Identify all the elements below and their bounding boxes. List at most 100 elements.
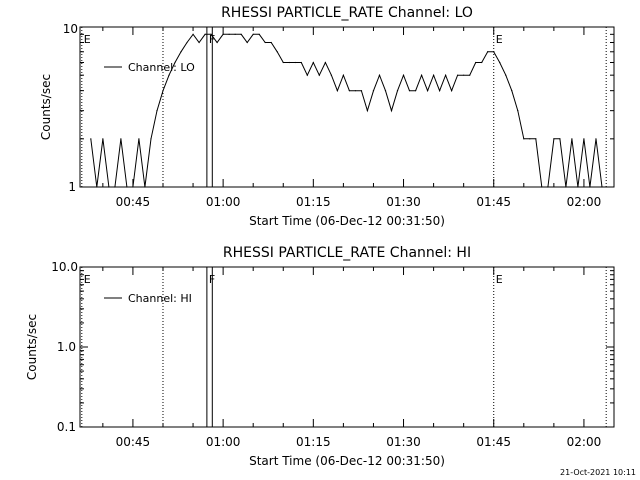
lo-data-point [541,186,543,188]
lo-data-point [511,90,513,92]
lo-data-point [252,33,254,35]
lo-data-point [168,74,170,76]
hi-x-tick-label: 02:00 [567,435,602,449]
lo-data-point [300,61,302,64]
lo-data-point [312,61,314,64]
lo-data-point [402,74,405,76]
lo-event-markers: EFE [81,27,607,187]
lo-data-point [378,74,381,76]
lo-data-point [306,74,308,76]
lo-data-point [396,90,399,92]
lo-chart-title: RHESSI PARTICLE_RATE Channel: LO [221,5,473,21]
hi-y-tick-label-0-1: 0.1 [57,420,76,434]
lo-x-ticks: 00:45 01:00 01:15 01:30 01:45 02:00 [80,26,615,209]
lo-data-point [258,33,260,35]
lo-data-point [420,74,423,76]
lo-data-point [414,90,417,92]
lo-data-point [192,33,194,35]
lo-series-points [90,33,603,188]
lo-data-point [529,138,531,140]
lo-data-point [445,74,447,76]
lo-event-marker-label: E [84,33,91,46]
lo-data-point [120,138,122,140]
hi-x-tick-label: 00:45 [116,435,151,449]
lo-data-point [384,90,387,92]
lo-y-axis-label: Counts/sec [39,74,53,140]
hi-x-tick-label: 01:15 [296,435,331,449]
lo-data-point [583,138,585,140]
lo-data-point [144,186,146,188]
lo-data-point [222,33,224,35]
lo-data-point [505,74,507,76]
hi-x-ticks: 00:45 01:00 01:15 01:30 01:45 02:00 [80,266,615,449]
lo-data-point [228,33,230,35]
lo-data-point [595,138,597,140]
lo-data-point [469,74,471,76]
lo-data-point [96,186,98,188]
lo-legend-label: Channel: LO [128,61,195,74]
lo-data-point [204,33,206,35]
lo-data-point [174,61,176,64]
lo-x-tick-label: 02:00 [567,195,602,209]
lo-data-point [210,33,212,35]
lo-data-point [114,186,116,188]
lo-data-point [408,90,411,92]
hi-event-marker-label: E [496,273,503,286]
lo-data-point [589,186,591,188]
lo-event-marker-label: E [496,33,503,46]
lo-data-point [150,138,152,140]
lo-data-point [216,41,218,44]
hi-event-marker-label: E [84,273,91,286]
footer-timestamp: 21-Oct-2021 10:11 [560,468,636,477]
lo-data-point [457,74,459,76]
lo-data-point [246,41,248,44]
lo-data-point [547,186,549,188]
lo-data-point [294,61,296,64]
lo-data-point [577,186,579,188]
lo-data-point [432,74,435,76]
hi-panel: RHESSI PARTICLE_RATE Channel: HI Counts/… [25,245,615,468]
lo-data-point [366,110,369,112]
lo-data-point [348,90,351,92]
hi-x-tick-label: 01:45 [476,435,511,449]
lo-data-point [156,110,158,112]
lo-data-point [517,110,519,112]
lo-data-point [559,138,561,140]
lo-data-point [342,74,344,76]
lo-data-point [126,186,128,188]
lo-data-point [601,186,603,188]
lo-data-point [523,138,525,140]
lo-data-point [234,33,236,35]
lo-data-point [487,51,489,53]
lo-data-point [198,41,200,44]
lo-data-point [288,61,290,64]
lo-data-point [493,51,495,53]
lo-data-point [535,138,537,140]
lo-data-point [451,90,453,92]
lo-x-axis-label: Start Time (06-Dec-12 00:31:50) [249,214,445,228]
lo-data-point [475,61,477,64]
hi-event-markers: EFE [81,267,607,427]
lo-data-point [336,90,338,92]
lo-data-point [162,90,164,92]
lo-x-tick-label: 01:15 [296,195,331,209]
lo-data-point [276,51,278,53]
hi-x-axis-label: Start Time (06-Dec-12 00:31:50) [249,454,445,468]
lo-data-point [499,61,501,64]
lo-data-point [481,61,483,64]
lo-data-point [463,74,465,76]
lo-data-point [180,51,182,53]
lo-data-point [354,90,357,92]
lo-data-point [102,138,104,140]
hi-y-axis-label: Counts/sec [25,314,39,380]
lo-data-point [426,90,429,92]
lo-data-point [90,138,92,140]
lo-y-tick-label-10: 10 [63,22,78,36]
lo-data-point [330,74,332,76]
lo-data-point [132,186,134,188]
lo-data-point [270,41,272,44]
lo-x-tick-label: 01:00 [206,195,241,209]
lo-data-point [372,90,375,92]
lo-data-point [240,33,242,35]
